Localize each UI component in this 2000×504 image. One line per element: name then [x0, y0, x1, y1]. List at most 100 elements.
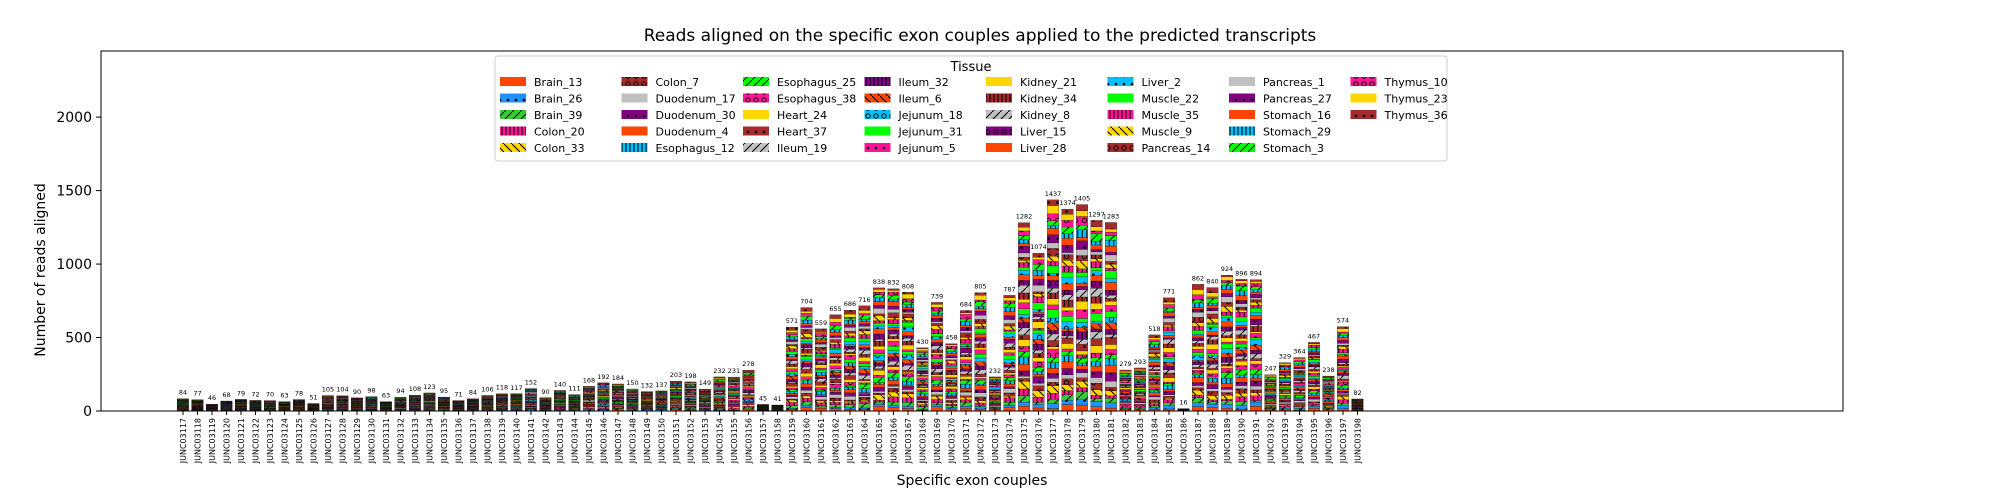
legend-swatch — [622, 94, 648, 103]
bar-segment-brain-26 — [1149, 407, 1161, 409]
bar-junc03188 — [1207, 288, 1219, 411]
bar-segment-pancreas-1 — [1149, 350, 1161, 351]
bar-segment-duodenum-4 — [1279, 398, 1291, 400]
bar-segment-colon-7 — [1062, 379, 1074, 385]
bar-segment-muscle-35 — [830, 344, 842, 348]
bar-segment-brain-39 — [670, 408, 682, 409]
bar-segment-jejunum-18 — [830, 370, 842, 372]
bar-segment-liver-2 — [1018, 270, 1030, 274]
legend-label: Thymus_23 — [1384, 93, 1448, 106]
bar-segment-duodenum-4 — [1308, 395, 1320, 397]
bar-segment-ileum-19 — [728, 397, 740, 398]
bar-segment-stomach-3 — [1105, 236, 1117, 241]
bar-segment-kidney-34 — [1323, 389, 1335, 390]
bar-segment-colon-33 — [786, 400, 798, 402]
bar-segment-thymus-23 — [902, 294, 914, 299]
bar-segment-esophagus-38 — [1192, 370, 1204, 373]
legend-swatch — [865, 110, 891, 119]
bar-segment-muscle-35 — [859, 335, 871, 339]
bar-segment-esophagus-12 — [1236, 375, 1248, 377]
bar-segment-esophagus-25 — [989, 402, 1001, 403]
bar-segment-brain-39 — [1105, 398, 1117, 403]
bar-segment-liver-28 — [989, 389, 1001, 390]
bar-segment-ileum-19 — [1308, 384, 1320, 385]
x-tick-label: JUNC03156 — [745, 418, 754, 464]
bar-segment-muscle-9 — [1308, 358, 1320, 359]
bar-segment-esophagus-38 — [902, 374, 914, 377]
bar-segment-duodenum-30 — [859, 394, 871, 396]
bar-total-label: 684 — [960, 300, 972, 308]
bar-segment-thymus-10 — [1091, 231, 1103, 234]
bar-segment-jejunum-18 — [525, 400, 537, 401]
bar-segment-colon-20 — [830, 402, 842, 404]
bar-segment-muscle-9 — [1004, 326, 1016, 330]
bar-segment-jejunum-18 — [1062, 322, 1074, 329]
bar-segment-ileum-32 — [743, 391, 755, 392]
legend-label: Kidney_21 — [1020, 76, 1077, 89]
bar-segment-stomach-16 — [1033, 276, 1045, 280]
bar-segment-duodenum-17 — [931, 392, 943, 395]
bar-segment-brain-39 — [815, 405, 827, 406]
bar-segment-kidney-8 — [1308, 367, 1320, 370]
bar-segment-pancreas-1 — [873, 308, 885, 313]
bar-segment-stomach-16 — [1018, 244, 1030, 247]
bar-segment-brain-39 — [1337, 403, 1349, 406]
bar-segment-kidney-34 — [946, 372, 958, 374]
x-tick-label: JUNC03168 — [919, 418, 928, 464]
bar-junc03141 — [525, 389, 537, 411]
bar-segment-duodenum-4 — [714, 404, 726, 405]
bar-segment-thymus-23 — [1207, 293, 1219, 297]
bar-segment-liver-2 — [844, 341, 856, 344]
bar-segment-brain-13 — [1076, 405, 1088, 411]
bar-segment-liver-28 — [1250, 315, 1262, 319]
bar-segment-colon-7 — [1149, 400, 1161, 403]
bar-segment-thymus-36 — [1004, 295, 1016, 298]
bar-segment-thymus-23 — [786, 330, 798, 332]
bar-segment-muscle-9 — [917, 363, 929, 365]
bar-segment-ileum-32 — [1018, 322, 1030, 327]
bar-segment-thymus-10 — [1207, 297, 1219, 299]
bar-segment-stomach-29 — [1120, 375, 1132, 377]
bar-segment-muscle-9 — [888, 318, 900, 320]
legend-label: Esophagus_25 — [777, 76, 856, 89]
bar-segment-jejunum-18 — [1076, 322, 1088, 327]
x-tick-label: JUNC03181 — [1107, 418, 1116, 464]
bar-segment-esophagus-38 — [1163, 382, 1175, 383]
x-tick-label: JUNC03152 — [687, 418, 696, 464]
bar-segment-pancreas-1 — [1004, 319, 1016, 323]
bar-segment-ileum-19 — [1337, 375, 1349, 379]
bar-segment-ileum-19 — [612, 399, 624, 400]
bar-segment-kidney-21 — [801, 353, 813, 355]
bar-segment-stomach-3 — [1308, 348, 1320, 350]
bar-segment-liver-15 — [1294, 379, 1306, 381]
bar-total-label: 518 — [1148, 325, 1160, 333]
bar-segment-liver-15 — [830, 356, 842, 357]
bar-segment-esophagus-25 — [1323, 399, 1335, 400]
bar-segment-kidney-21 — [1149, 371, 1161, 373]
bar-segment-ileum-6 — [1062, 329, 1074, 331]
bar-segment-esophagus-25 — [873, 377, 885, 382]
bar-total-label: 238 — [1322, 366, 1334, 374]
bar-total-label: 896 — [1235, 269, 1247, 277]
bar-segment-stomach-16 — [1163, 312, 1175, 316]
bar-segment-thymus-23 — [1236, 281, 1248, 284]
bar-segment-duodenum-4 — [931, 386, 943, 390]
bar-segment-pancreas-27 — [830, 336, 842, 338]
bar-segment-brain-39 — [844, 405, 856, 408]
bar-segment-thymus-36 — [1221, 275, 1233, 276]
bar-segment-liver-2 — [1236, 322, 1248, 325]
bar-segment-esophagus-38 — [1207, 374, 1219, 377]
bar-segment-stomach-29 — [1221, 286, 1233, 290]
bar-segment-ileum-32 — [786, 379, 798, 382]
bar-segment-kidney-8 — [931, 346, 943, 350]
bar-segment-duodenum-4 — [1207, 382, 1219, 384]
bar-segment-pancreas-27 — [815, 343, 827, 345]
x-tick-label: JUNC03162 — [832, 418, 841, 464]
x-tick-label: JUNC03138 — [484, 418, 493, 464]
bar-segment-colon-20 — [743, 406, 755, 407]
bar-segment-heart-24 — [1337, 381, 1349, 382]
bar-segment-kidney-8 — [1134, 385, 1146, 386]
bar-segment-colon-20 — [1047, 393, 1059, 399]
